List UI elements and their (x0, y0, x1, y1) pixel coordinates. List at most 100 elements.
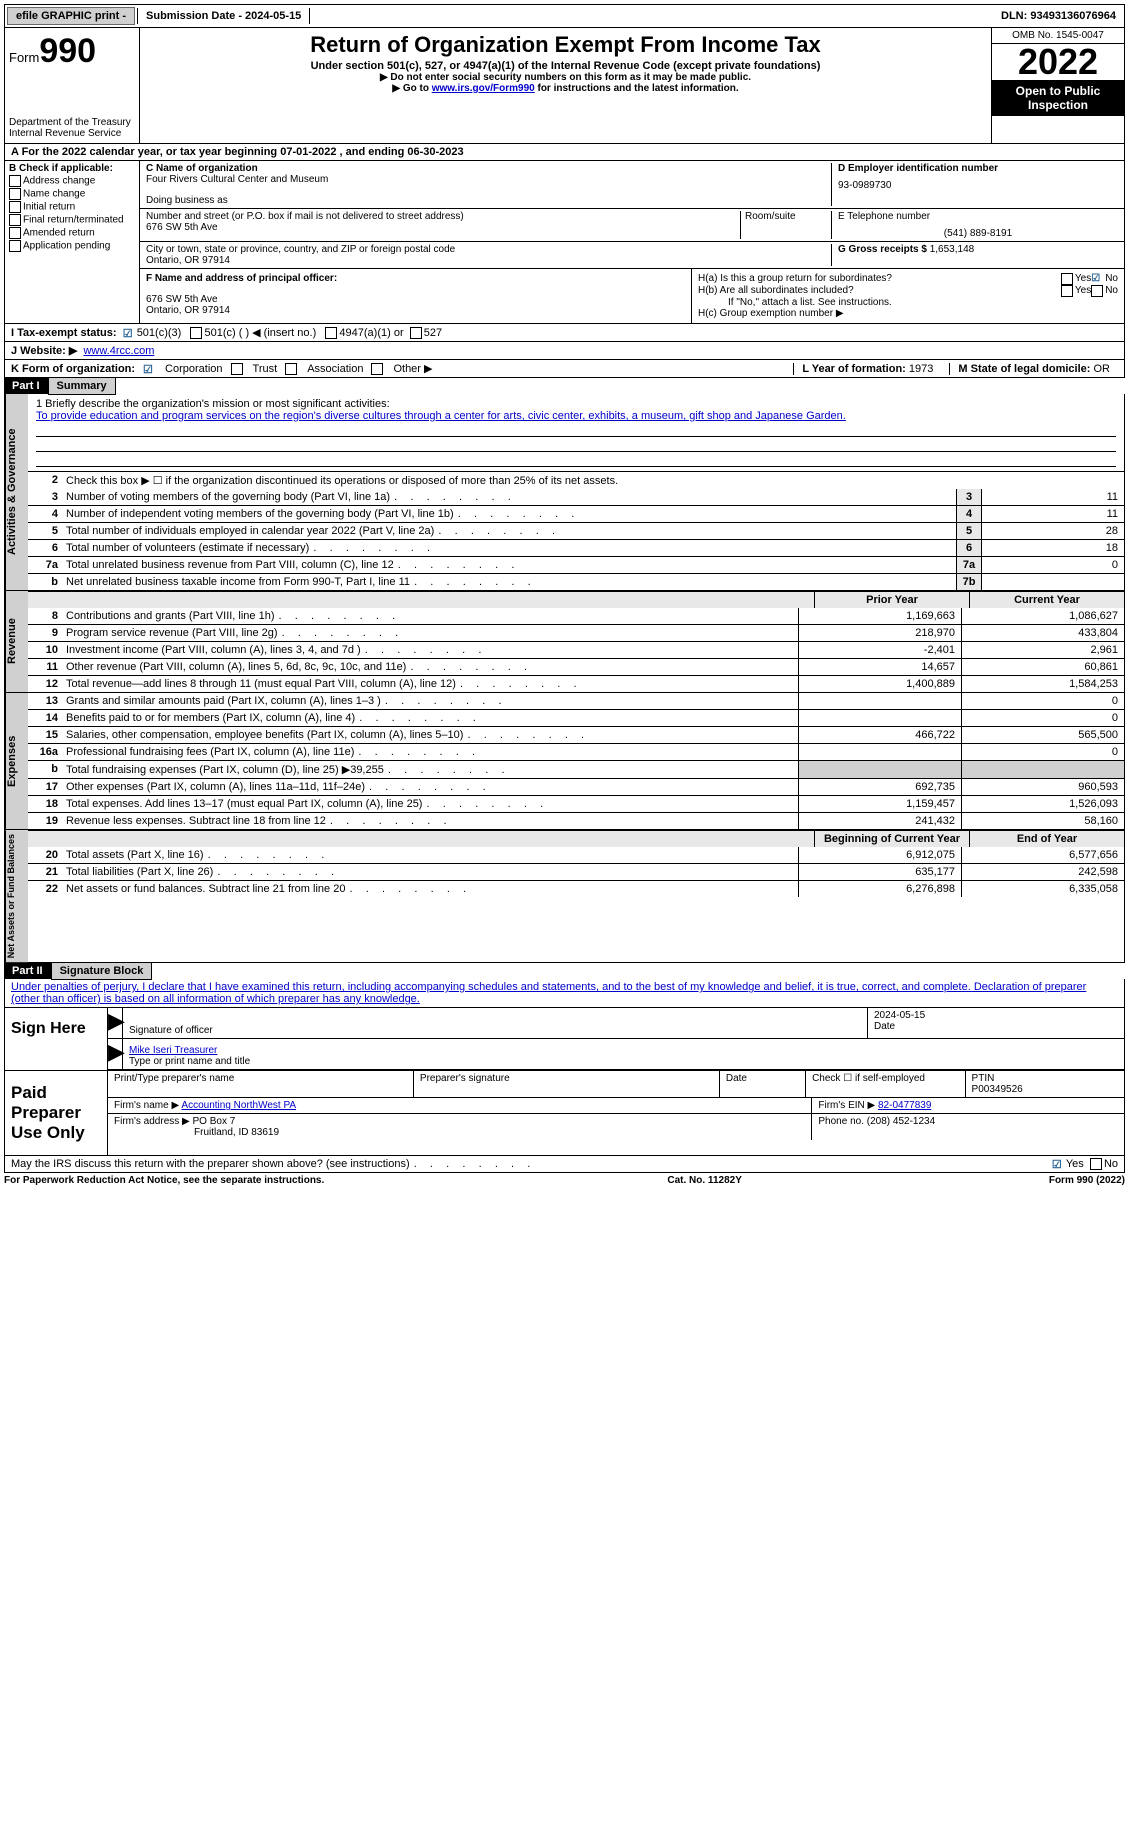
checkbox-address-change[interactable] (9, 175, 21, 187)
activities-section: Activities & Governance 1 Briefly descri… (4, 394, 1125, 591)
table-row: 13Grants and similar amounts paid (Part … (28, 693, 1124, 709)
website-link[interactable]: www.4rcc.com (83, 345, 154, 357)
firm-name[interactable]: Accounting NorthWest PA (181, 1100, 296, 1111)
header-left: Form990 Department of the Treasury Inter… (5, 28, 140, 143)
hb-yes[interactable] (1061, 285, 1073, 297)
net-section: Net Assets or Fund Balances Beginning of… (4, 830, 1125, 963)
expenses-label: Expenses (5, 693, 28, 829)
checkbox-initial-return[interactable] (9, 201, 21, 213)
officer-addr2: Ontario, OR 97914 (146, 305, 685, 316)
discuss-yes[interactable]: ☑ (1052, 1158, 1064, 1170)
org-city: Ontario, OR 97914 (146, 255, 825, 266)
table-row: 15Salaries, other compensation, employee… (28, 726, 1124, 743)
table-row: 22Net assets or fund balances. Subtract … (28, 880, 1124, 897)
part1-header: Part ISummary (4, 378, 1125, 394)
form-number: 990 (39, 32, 96, 70)
part2-header: Part IISignature Block (4, 963, 1125, 979)
ein: 93-0989730 (838, 180, 1118, 191)
mission-text[interactable]: To provide education and program service… (36, 410, 846, 422)
table-row: bTotal fundraising expenses (Part IX, co… (28, 760, 1124, 778)
org-name: Four Rivers Cultural Center and Museum (146, 174, 825, 185)
checkbox-amended[interactable] (9, 227, 21, 239)
table-row: 3Number of voting members of the governi… (28, 489, 1124, 505)
cb-4947[interactable] (325, 327, 337, 339)
discuss-row: May the IRS discuss this return with the… (4, 1156, 1125, 1173)
paid-preparer: Paid Preparer Use Only Print/Type prepar… (4, 1071, 1125, 1156)
end-year-head: End of Year (969, 831, 1124, 847)
sign-here: Sign Here ▶ Signature of officer 2024-05… (4, 1008, 1125, 1071)
table-row: 19Revenue less expenses. Subtract line 1… (28, 812, 1124, 829)
info-grid: B Check if applicable: Address change Na… (4, 161, 1125, 324)
table-row: 5Total number of individuals employed in… (28, 522, 1124, 539)
footer: For Paperwork Reduction Act Notice, see … (4, 1173, 1125, 1188)
header-mid: Return of Organization Exempt From Incom… (140, 28, 991, 143)
table-row: 6Total number of volunteers (estimate if… (28, 539, 1124, 556)
table-row: 8Contributions and grants (Part VIII, li… (28, 608, 1124, 624)
cb-527[interactable] (410, 327, 422, 339)
table-row: 7aTotal unrelated business revenue from … (28, 556, 1124, 573)
table-row: 12Total revenue—add lines 8 through 11 (… (28, 675, 1124, 692)
cb-501c[interactable] (190, 327, 202, 339)
cb-trust[interactable] (231, 363, 243, 375)
efile-print-button[interactable]: efile GRAPHIC print - (7, 7, 135, 25)
year-formation: 1973 (909, 363, 933, 375)
cb-other[interactable] (371, 363, 383, 375)
form-label: Form (9, 50, 39, 65)
officer-name[interactable]: Mike Iseri Treasurer (129, 1045, 1118, 1056)
table-row: 17Other expenses (Part IX, column (A), l… (28, 778, 1124, 795)
sign-date: 2024-05-15 (874, 1010, 1118, 1021)
revenue-label: Revenue (5, 591, 28, 692)
irs-label: Internal Revenue Service (9, 128, 135, 139)
form-note-1: ▶ Do not enter social security numbers o… (146, 72, 985, 83)
checkbox-name-change[interactable] (9, 188, 21, 200)
form-subtitle: Under section 501(c), 527, or 4947(a)(1)… (146, 60, 985, 72)
sign-here-label: Sign Here (5, 1008, 108, 1070)
cb-assoc[interactable] (285, 363, 297, 375)
col-b-head: B Check if applicable: (9, 163, 113, 174)
state-domicile: OR (1094, 363, 1111, 375)
mission-label: 1 Briefly describe the organization's mi… (36, 398, 1116, 410)
dept-treasury: Department of the Treasury (9, 117, 135, 128)
paid-preparer-label: Paid Preparer Use Only (5, 1071, 108, 1155)
row-i: I Tax-exempt status: ☑ 501(c)(3) 501(c) … (4, 324, 1125, 342)
cb-corp[interactable]: ☑ (143, 363, 155, 375)
discuss-no[interactable] (1090, 1158, 1102, 1170)
table-row: 10Investment income (Part VIII, column (… (28, 641, 1124, 658)
table-row: 20Total assets (Part X, line 16)6,912,07… (28, 847, 1124, 863)
prior-year-head: Prior Year (814, 592, 969, 608)
net-label: Net Assets or Fund Balances (5, 830, 28, 962)
checkbox-pending[interactable] (9, 240, 21, 252)
checkbox-final-return[interactable] (9, 214, 21, 226)
cb-501c3[interactable]: ☑ (123, 327, 135, 339)
ha-no[interactable]: ☑ (1091, 273, 1103, 285)
submission-date: Submission Date - 2024-05-15 (137, 8, 310, 24)
begin-year-head: Beginning of Current Year (814, 831, 969, 847)
table-row: 21Total liabilities (Part X, line 26)635… (28, 863, 1124, 880)
table-row: 9Program service revenue (Part VIII, lin… (28, 624, 1124, 641)
col-b: B Check if applicable: Address change Na… (5, 161, 140, 323)
top-bar: efile GRAPHIC print - Submission Date - … (4, 4, 1125, 28)
gross-receipts: 1,653,148 (930, 244, 975, 255)
table-row: 14Benefits paid to or for members (Part … (28, 709, 1124, 726)
current-year-head: Current Year (969, 592, 1124, 608)
form-note-2: ▶ Go to www.irs.gov/Form990 for instruct… (146, 83, 985, 94)
table-row: 4Number of independent voting members of… (28, 505, 1124, 522)
ptin: P00349526 (972, 1084, 1118, 1095)
activities-label: Activities & Governance (5, 394, 28, 590)
irs-link[interactable]: www.irs.gov/Form990 (432, 83, 535, 94)
open-inspection: Open to Public Inspection (992, 80, 1124, 116)
line2: Check this box ▶ ☐ if the organization d… (62, 472, 1124, 489)
officer-addr1: 676 SW 5th Ave (146, 294, 685, 305)
form-header: Form990 Department of the Treasury Inter… (4, 28, 1125, 144)
form-title: Return of Organization Exempt From Incom… (146, 32, 985, 58)
tax-year: 2022 (992, 44, 1124, 80)
ha-yes[interactable] (1061, 273, 1073, 285)
table-row: 16aProfessional fundraising fees (Part I… (28, 743, 1124, 760)
firm-ein[interactable]: 82-0477839 (878, 1100, 931, 1111)
table-row: 18Total expenses. Add lines 13–17 (must … (28, 795, 1124, 812)
col-cde: C Name of organization Four Rivers Cultu… (140, 161, 1124, 323)
revenue-section: Revenue Prior YearCurrent Year 8Contribu… (4, 591, 1125, 693)
org-address: 676 SW 5th Ave (146, 222, 740, 233)
penalty-text: Under penalties of perjury, I declare th… (4, 979, 1125, 1008)
hb-no[interactable] (1091, 285, 1103, 297)
